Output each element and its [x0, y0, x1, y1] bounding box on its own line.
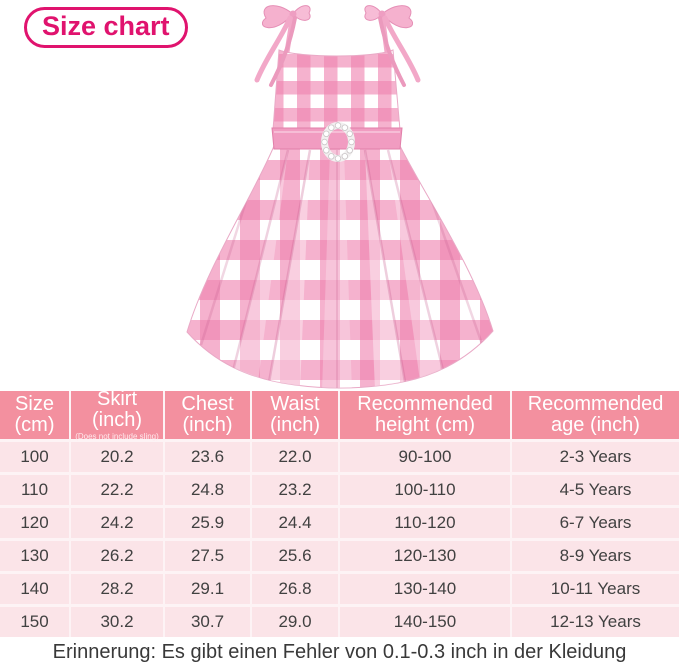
table-cell-r2-c4: 110-120: [340, 508, 510, 538]
column-header-0: Size (cm): [0, 391, 69, 439]
pearl-buckle: [321, 122, 355, 162]
table-cell-r1-c1: 22.2: [71, 475, 163, 505]
table-cell-r4-c3: 26.8: [252, 574, 338, 604]
table-cell-r3-c3: 25.6: [252, 541, 338, 571]
table-cell-r1-c2: 24.8: [165, 475, 250, 505]
table-cell-r5-c2: 30.7: [165, 607, 250, 637]
table-cell-r5-c1: 30.2: [71, 607, 163, 637]
table-cell-r5-c0: 150: [0, 607, 69, 637]
hero-section: Size chart: [24, 5, 494, 389]
right-strap-bow: [364, 5, 421, 87]
dress-bodice: [272, 49, 401, 131]
table-cell-r1-c0: 110: [0, 475, 69, 505]
size-chart-badge: Size chart: [24, 7, 188, 48]
column-header-4: Recommended height (cm): [340, 391, 510, 439]
table-cell-r0-c3: 22.0: [252, 442, 338, 472]
table-cell-r4-c2: 29.1: [165, 574, 250, 604]
table-cell-r2-c0: 120: [0, 508, 69, 538]
table-cell-r0-c4: 90-100: [340, 442, 510, 472]
column-header-5: Recommended age (inch): [512, 391, 679, 439]
column-header-3: Waist (inch): [252, 391, 338, 439]
table-cell-r0-c5: 2-3 Years: [512, 442, 679, 472]
table-cell-r4-c1: 28.2: [71, 574, 163, 604]
table-cell-r1-c5: 4-5 Years: [512, 475, 679, 505]
table-cell-r3-c0: 130: [0, 541, 69, 571]
table-cell-r4-c0: 140: [0, 574, 69, 604]
table-cell-r3-c1: 26.2: [71, 541, 163, 571]
table-cell-r5-c5: 12-13 Years: [512, 607, 679, 637]
table-cell-r5-c3: 29.0: [252, 607, 338, 637]
table-cell-r4-c5: 10-11 Years: [512, 574, 679, 604]
table-cell-r3-c2: 27.5: [165, 541, 250, 571]
table-cell-r3-c4: 120-130: [340, 541, 510, 571]
table-cell-r3-c5: 8-9 Years: [512, 541, 679, 571]
left-strap-bow: [254, 5, 311, 87]
size-table: Size (cm) Skirt (inch) (Does not include sli…: [0, 389, 679, 637]
table-cell-r2-c1: 24.2: [71, 508, 163, 538]
table-cell-r1-c4: 100-110: [340, 475, 510, 505]
column-header-2: Chest (inch): [165, 391, 250, 439]
dress-belt: [271, 127, 403, 150]
dress-image: [186, 5, 494, 389]
table-cell-r4-c4: 130-140: [340, 574, 510, 604]
table-cell-r2-c3: 24.4: [252, 508, 338, 538]
column-header-1: Skirt (inch) (Does not include sling): [71, 389, 163, 440]
page-title: Size chart: [42, 11, 170, 41]
table-cell-r0-c0: 100: [0, 442, 69, 472]
skirt-pleats: [199, 149, 484, 388]
footer-note: Erinnerung: Es gibt einen Fehler von 0.1…: [0, 637, 679, 668]
table-cell-r0-c1: 20.2: [71, 442, 163, 472]
table-cell-r5-c4: 140-150: [340, 607, 510, 637]
table-cell-r2-c5: 6-7 Years: [512, 508, 679, 538]
table-cell-r1-c3: 23.2: [252, 475, 338, 505]
table-cell-r2-c2: 25.9: [165, 508, 250, 538]
table-cell-r0-c2: 23.6: [165, 442, 250, 472]
dress-skirt: [186, 145, 494, 389]
